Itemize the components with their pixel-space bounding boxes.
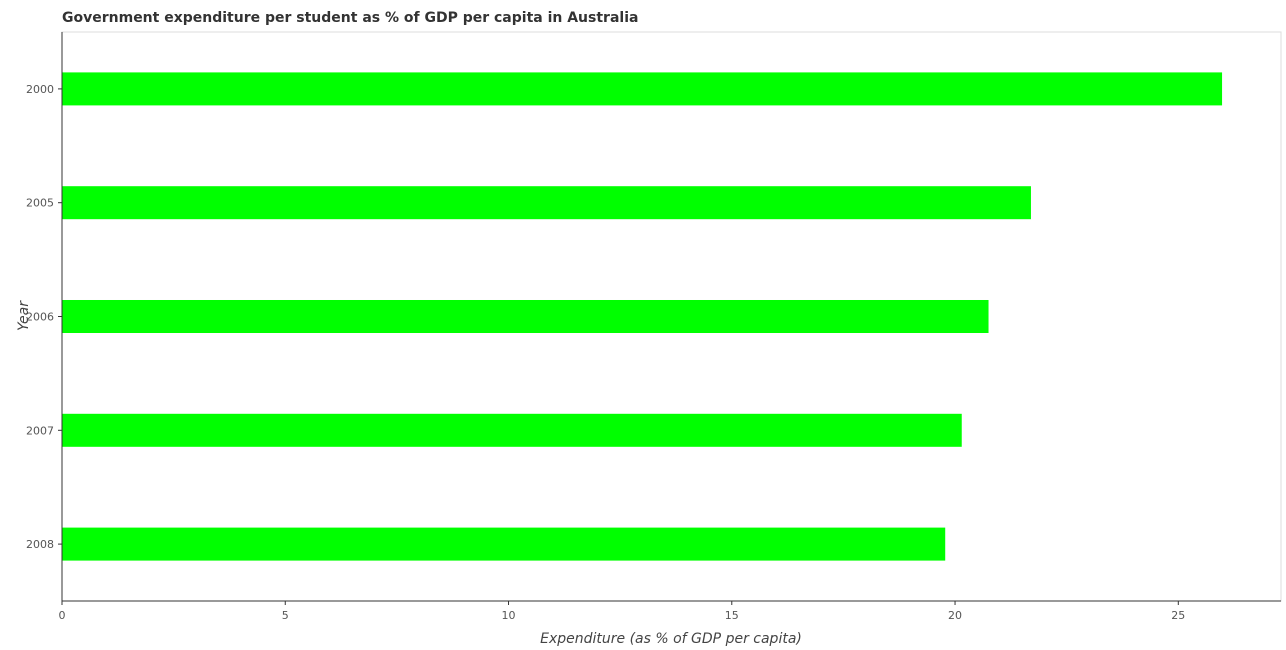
x-tick-label: 0 — [59, 609, 66, 622]
x-axis-label: Expenditure (as % of GDP per capita) — [540, 631, 802, 647]
x-tick-label: 5 — [282, 609, 289, 622]
bar-2005 — [62, 186, 1031, 220]
chart-title: Government expenditure per student as % … — [62, 10, 639, 26]
x-tick-label: 20 — [948, 609, 962, 622]
y-tick-label: 2005 — [26, 197, 54, 210]
y-axis-label: Year — [16, 300, 32, 331]
x-tick-label: 10 — [502, 609, 516, 622]
y-tick-label: 2008 — [26, 538, 54, 551]
y-tick-label: 2007 — [26, 424, 54, 437]
bar-2000 — [62, 72, 1223, 106]
y-tick-label: 2000 — [26, 83, 54, 96]
x-tick-label: 25 — [1171, 609, 1185, 622]
bar-2008 — [62, 527, 946, 561]
x-tick-label: 15 — [725, 609, 739, 622]
bar-2006 — [62, 299, 989, 334]
y-tick-label: 2006 — [26, 311, 54, 324]
bar-2007 — [62, 413, 962, 447]
